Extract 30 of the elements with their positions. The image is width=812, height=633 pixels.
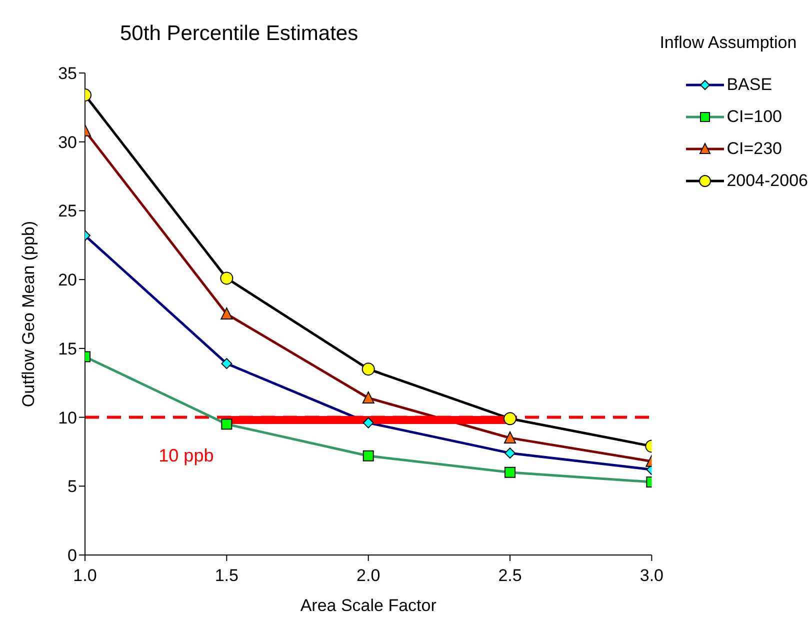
y-tick-label: 30 [58,132,77,152]
point [362,450,374,462]
point [362,392,374,404]
x-tick-label: 2.0 [356,566,380,586]
legend-label: 2004-2006 [726,171,808,191]
y-tick-label: 20 [58,270,77,290]
x-tick-label: 3.0 [640,566,664,586]
ref-line-label: 10 ppb [158,445,214,466]
legend-label: CI=230 [726,139,782,159]
point [221,358,232,370]
y-tick-label: 15 [58,339,77,358]
point [362,417,374,428]
y-tick-label: 10 [58,408,77,428]
x-tick-label: 2.5 [498,566,522,586]
point [220,308,233,320]
y-tick-label: 5 [68,477,77,496]
y-axis-title: Outflow Geo Mean (ppb) [19,220,38,408]
point [362,362,375,376]
y-tick-label: 25 [58,202,77,221]
y-tick-label: 0 [68,546,77,566]
chart-title: 50th Percentile Estimates [120,22,358,46]
point [221,418,232,430]
x-axis-title: Area Scale Factor [300,596,437,615]
legend-label: BASE [726,75,772,95]
point [220,272,234,285]
x-tick-label: 1.0 [73,566,97,586]
legend-label: CI=100 [726,107,782,127]
legend-title: Inflow Assumption [660,33,798,53]
y-tick-label: 35 [58,64,77,84]
x-tick-label: 1.5 [214,566,238,586]
